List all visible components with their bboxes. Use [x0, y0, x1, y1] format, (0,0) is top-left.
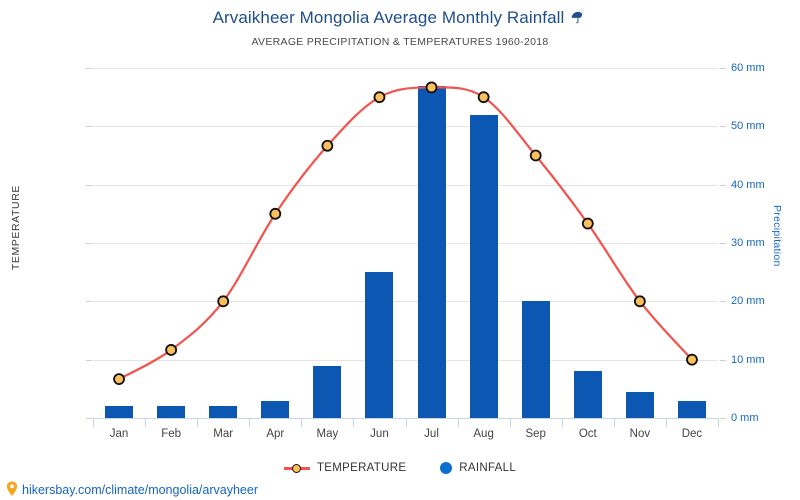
page-title-text: Arvaikheer Mongolia Average Monthly Rain… — [212, 8, 565, 27]
y-axis-right-tick — [720, 68, 726, 69]
rainfall-bar[interactable] — [209, 406, 238, 418]
x-axis-tick — [613, 418, 615, 427]
chart-legend: TEMPERATURE RAINFALL — [0, 462, 800, 474]
rainfall-bar[interactable] — [521, 301, 550, 418]
chart-subtitle: AVERAGE PRECIPITATION & TEMPERATURES 196… — [251, 36, 549, 48]
y-axis-right-tick-label: 60 mm — [731, 62, 765, 74]
rainfall-bar[interactable] — [469, 114, 498, 418]
x-axis-tick — [93, 418, 94, 427]
x-axis-label: Aug — [473, 428, 494, 440]
x-axis-tick — [509, 418, 511, 427]
rainfall-bar[interactable] — [625, 391, 654, 418]
rainfall-bar[interactable] — [573, 371, 602, 418]
x-axis-label: Feb — [161, 428, 182, 440]
y-axis-left-tick — [86, 68, 92, 69]
x-axis-label: Apr — [266, 428, 285, 440]
y-axis-left-tick — [86, 126, 92, 128]
page-title: Arvaikheer Mongolia Average Monthly Rain… — [0, 8, 800, 31]
gridline — [93, 68, 718, 69]
y-axis-left-tick — [86, 184, 92, 186]
legend-label-temperature: TEMPERATURE — [316, 462, 407, 474]
y-axis-right-title: Precipitation — [771, 205, 783, 267]
gridline — [93, 243, 718, 244]
x-axis-tick — [301, 418, 303, 427]
x-axis-tick — [249, 418, 251, 427]
y-axis-right-tick-label: 0 mm — [731, 412, 759, 424]
y-axis-right-tick — [720, 243, 726, 244]
x-axis-tick — [457, 418, 459, 427]
x-axis-label: Mar — [213, 428, 234, 440]
plot-area — [93, 68, 718, 419]
x-axis-tick — [405, 418, 407, 427]
rainfall-bar[interactable] — [313, 365, 342, 418]
y-axis-right-tick — [720, 301, 726, 303]
x-axis-label: Dec — [681, 428, 703, 440]
gridline — [93, 301, 718, 303]
x-axis-tick — [718, 418, 719, 427]
x-axis-label: Jul — [424, 428, 439, 440]
x-axis-label: May — [316, 428, 339, 440]
y-axis-left-tick — [86, 243, 92, 244]
y-axis-left-tick — [86, 418, 92, 419]
legend-label-rainfall: RAINFALL — [459, 462, 517, 474]
x-axis-label: Jan — [109, 428, 129, 440]
source-url[interactable]: hikersbay.com/climate/mongolia/arvayheer — [6, 481, 258, 499]
rainfall-bar[interactable] — [261, 400, 290, 418]
x-axis-label: Sep — [525, 428, 546, 440]
y-axis-right-tick-label: 10 mm — [731, 353, 765, 366]
x-axis-tick — [353, 418, 355, 427]
y-axis-right-tick-label: 20 mm — [731, 295, 765, 308]
y-axis-right-tick — [720, 359, 726, 361]
y-axis-right-tick-label: 30 mm — [731, 237, 765, 249]
rainfall-bar[interactable] — [365, 272, 394, 418]
x-axis-tick — [665, 418, 667, 427]
rainfall-bar[interactable] — [677, 400, 706, 418]
y-axis-right-tick — [720, 184, 726, 186]
y-axis-left-tick — [86, 301, 92, 303]
gridline — [93, 359, 718, 361]
x-axis-label: Jun — [370, 428, 389, 440]
x-axis-tick — [561, 418, 563, 427]
y-axis-right-tick-label: 40 mm — [731, 178, 765, 191]
rainfall-bar[interactable] — [105, 406, 134, 418]
y-axis-left-title: TEMPERATURE — [10, 185, 22, 271]
source-url-text: hikersbay.com/climate/mongolia/arvayheer — [22, 483, 258, 497]
x-axis-tick — [145, 418, 147, 427]
x-axis-tick — [197, 418, 199, 427]
gridline — [93, 184, 718, 186]
umbrella-rain-icon — [569, 8, 587, 31]
gridline — [93, 126, 718, 128]
x-axis-label: Nov — [629, 428, 651, 440]
y-axis-right-tick — [720, 418, 726, 419]
rainfall-bar[interactable] — [157, 406, 186, 418]
y-axis-left-tick — [86, 359, 92, 361]
location-pin-icon — [6, 481, 18, 499]
x-axis-label: Oct — [578, 428, 597, 440]
rainfall-bar[interactable] — [417, 85, 446, 418]
legend-item-rainfall[interactable]: RAINFALL — [440, 462, 516, 474]
legend-item-temperature[interactable]: TEMPERATURE — [283, 462, 407, 474]
temperature-legend-icon — [283, 462, 310, 474]
y-axis-right-tick — [720, 126, 726, 128]
y-axis-right-tick-label: 50 mm — [731, 120, 765, 133]
rainfall-legend-icon — [440, 462, 453, 474]
